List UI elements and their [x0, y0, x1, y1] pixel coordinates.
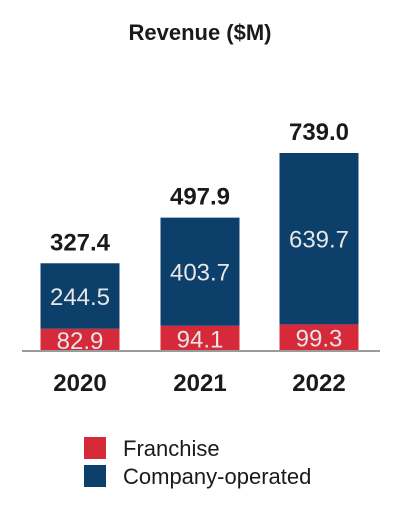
total-label-2022: 739.0: [289, 119, 349, 146]
total-label-2021: 497.9: [170, 184, 230, 211]
bar-segment-company-operated-2021: [160, 217, 240, 326]
bar-area: 82.9244.5327.494.1403.7497.999.3639.7739…: [40, 119, 359, 355]
legend: Franchise Company-operated: [84, 436, 311, 489]
bar-segment-franchise-2021: [160, 325, 240, 351]
data-label-franchise-2021: 94.1: [177, 326, 224, 353]
chart-title: Revenue ($M): [128, 20, 271, 45]
bar-segment-company-operated-2020: [40, 263, 120, 329]
x-tick-label-2021: 2021: [173, 370, 226, 397]
legend-label-company-operated: Company-operated: [123, 464, 311, 489]
data-label-company-operated-2020: 244.5: [50, 284, 110, 311]
x-axis-tick-labels: 2020 2021 2022: [53, 370, 345, 397]
x-tick-label-2022: 2022: [292, 370, 345, 397]
x-tick-label-2020: 2020: [53, 370, 106, 397]
data-label-franchise-2022: 99.3: [296, 326, 343, 353]
total-label-2020: 327.4: [50, 229, 111, 256]
bar-segment-company-operated-2022: [279, 153, 359, 325]
data-label-company-operated-2021: 403.7: [170, 260, 230, 287]
legend-swatch-company-operated: [84, 465, 106, 487]
bar-segment-franchise-2022: [279, 324, 359, 351]
bar-segment-franchise-2020: [40, 328, 120, 351]
legend-label-franchise: Franchise: [123, 436, 220, 461]
legend-swatch-franchise: [84, 437, 106, 459]
data-label-company-operated-2022: 639.7: [289, 227, 349, 254]
